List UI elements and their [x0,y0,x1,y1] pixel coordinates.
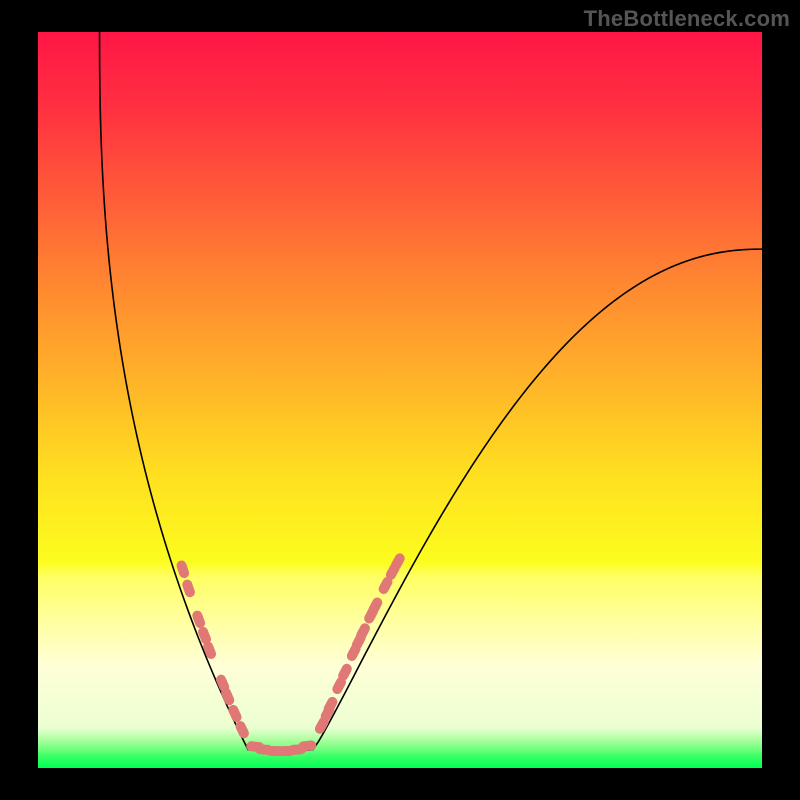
chart-background [38,32,762,768]
bottleneck-chart [0,0,800,800]
watermark-text: TheBottleneck.com [584,6,790,32]
